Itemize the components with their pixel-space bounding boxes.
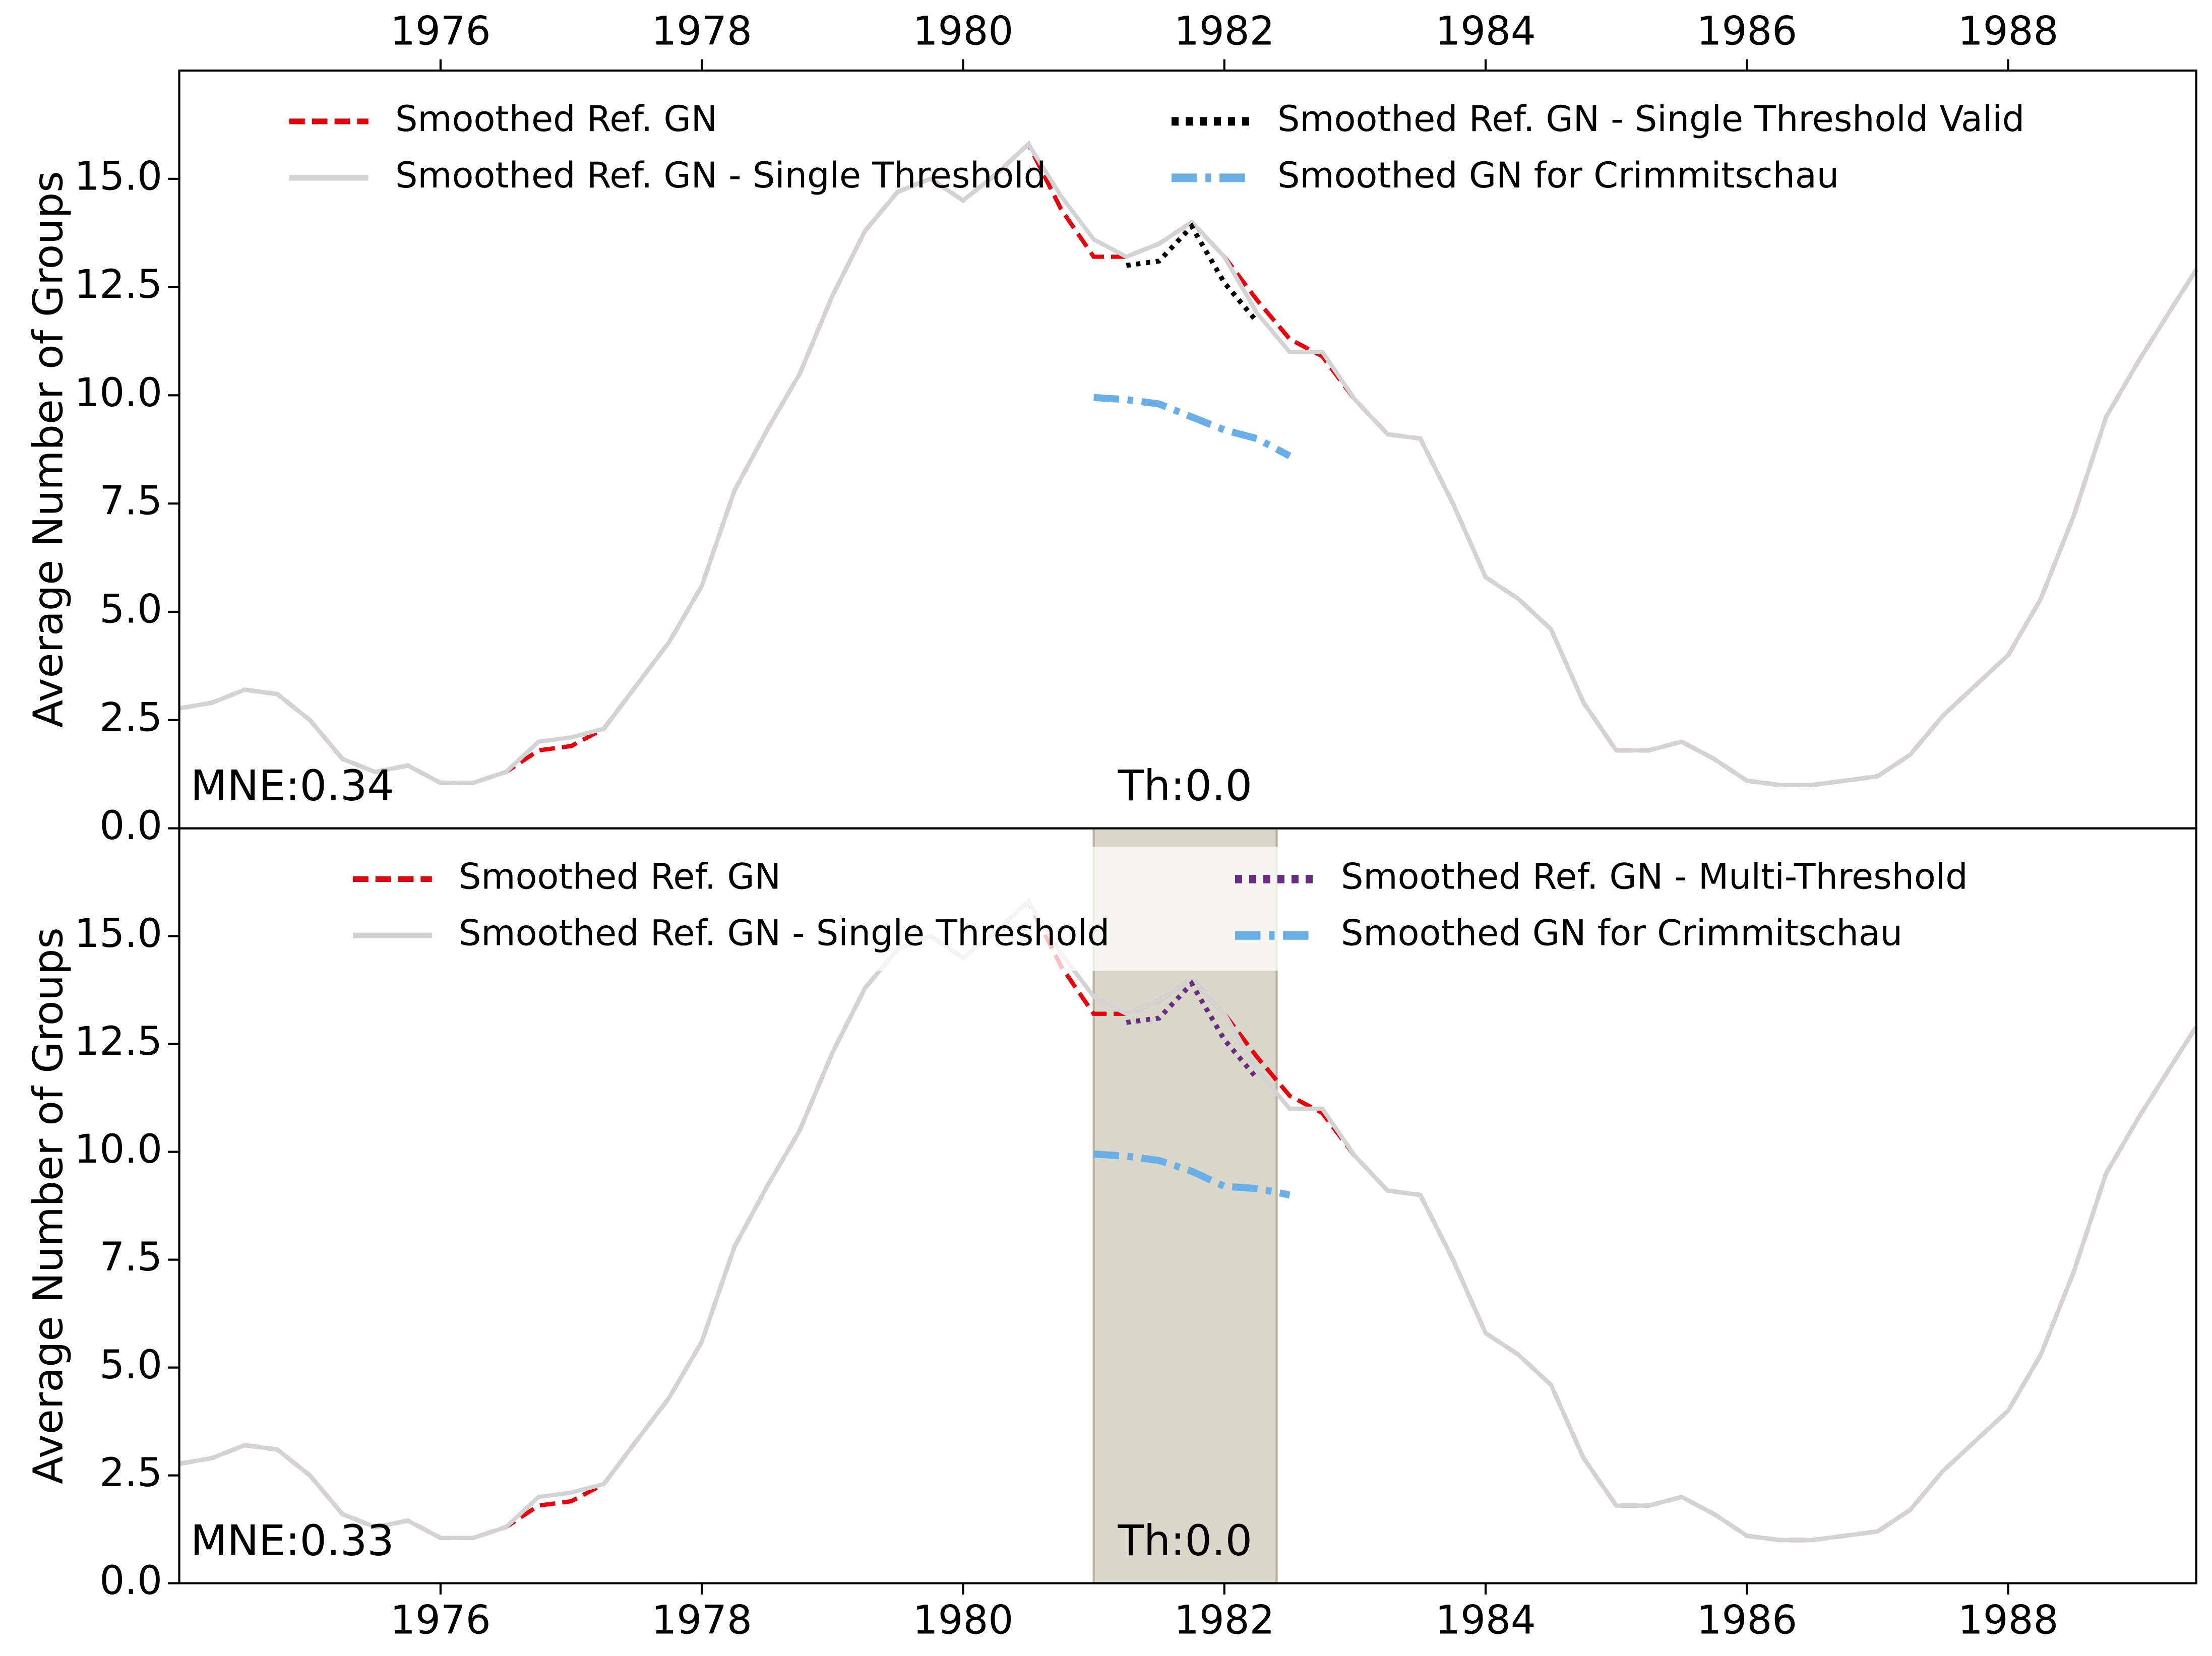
y-tick-label: 15.0: [74, 911, 162, 957]
legend-box: [332, 847, 2054, 971]
y-tick-label: 15.0: [74, 153, 162, 199]
annotation: MNE:0.34: [191, 761, 394, 810]
series-line: [1126, 979, 1259, 1080]
y-tick-label: 5.0: [99, 586, 162, 632]
y-tick-label: 2.5: [99, 1450, 162, 1496]
x-tick-label: 1986: [1697, 1597, 1797, 1643]
axes-frame: [178, 827, 2197, 1584]
x-tick-label: 1988: [1958, 9, 2058, 54]
y-tick-label: 12.5: [74, 1018, 162, 1064]
legend-label: Smoothed Ref. GN - Single Threshold: [459, 912, 1110, 953]
series-line: [178, 141, 2198, 787]
x-tick-label: 1976: [390, 9, 491, 54]
x-tick-label: 1984: [1435, 1597, 1535, 1643]
y-tick-label: 2.5: [99, 694, 162, 740]
annotation: MNE:0.33: [191, 1516, 394, 1565]
x-tick-label: 1982: [1174, 1597, 1275, 1643]
y-tick-label: 10.0: [74, 370, 162, 416]
annotation: Th:0.0: [1118, 1516, 1252, 1565]
y-tick-label: 0.0: [99, 803, 162, 849]
y-tick-label: 7.5: [99, 478, 162, 524]
x-tick-label: 1986: [1697, 9, 1797, 54]
x-tick-label: 1980: [913, 9, 1014, 54]
legend-label: Smoothed Ref. GN - Single Threshold: [395, 155, 1046, 196]
legend-label: Smoothed Ref. GN - Multi-Threshold: [1341, 856, 1968, 897]
series-line: [178, 898, 2198, 1543]
x-tick-label: 1984: [1435, 9, 1535, 54]
x-tick-label: 1978: [651, 9, 752, 54]
legend-label: Smoothed Ref. GN - Single Threshold Vali…: [1277, 98, 2024, 140]
x-tick-label: 1988: [1958, 1597, 2058, 1643]
x-tick-label: 1980: [913, 1597, 1014, 1643]
x-tick-label: 1978: [651, 1597, 752, 1643]
series-line: [1126, 222, 1259, 324]
legend-label: Smoothed Ref. GN: [395, 98, 717, 140]
y-tick-label: 10.0: [74, 1126, 162, 1172]
y-tick-label: 5.0: [99, 1342, 162, 1388]
y-axis-label: Average Number of Groups: [25, 927, 72, 1484]
legend-label: Smoothed GN for Crimmitschau: [1341, 912, 1902, 953]
y-axis-label: Average Number of Groups: [25, 171, 72, 728]
annotation: Th:0.0: [1118, 761, 1252, 810]
series-line: [178, 141, 2198, 787]
y-tick-label: 7.5: [99, 1234, 162, 1280]
y-tick-label: 12.5: [74, 262, 162, 307]
series-line: [1093, 394, 1292, 459]
legend-label: Smoothed Ref. GN: [459, 856, 781, 897]
x-tick-label: 1976: [390, 1597, 491, 1643]
x-tick-label: 1982: [1174, 9, 1275, 54]
y-tick-label: 0.0: [99, 1558, 162, 1604]
legend-label: Smoothed GN for Crimmitschau: [1277, 155, 1839, 196]
series-line: [1093, 1150, 1291, 1199]
